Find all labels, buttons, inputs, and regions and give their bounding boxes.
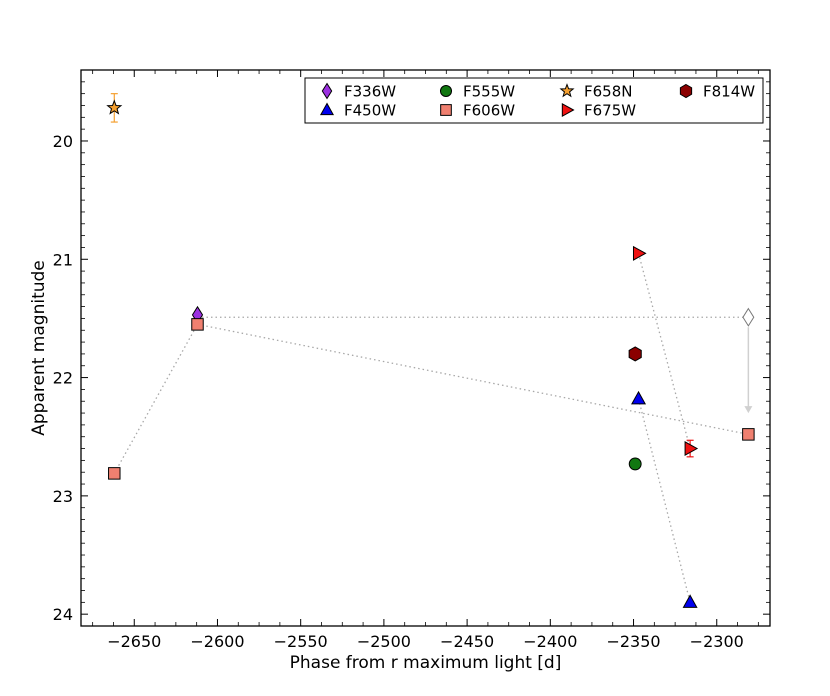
x-tick-label: −2500 [357, 632, 411, 651]
point-f814w-0 [628, 346, 642, 362]
upper-limit-marker-f336w [742, 307, 755, 327]
point-f555w-0 [628, 457, 642, 471]
point-f450w-0 [631, 390, 647, 405]
legend-marker-f814w [679, 83, 693, 99]
legend-label-f336w: F336W [344, 83, 396, 101]
point-f606w-1 [191, 318, 204, 331]
connector-line-0 [113, 324, 199, 474]
axis-ticks: −2650 −2600 −2550 −2500 −2450 −2400 −2350 −2300… [53, 70, 770, 651]
plot-area [81, 70, 770, 626]
y-tick-label: 20 [53, 132, 73, 151]
legend-marker-f336w [321, 82, 333, 100]
point-f606w-2 [742, 428, 755, 441]
legend: F336W F555W F658N F814W F450W F606W F675W [304, 77, 764, 124]
connector-line-4 [637, 398, 691, 603]
legend-marker-f606w [440, 104, 452, 116]
legend-marker-f450w [319, 102, 335, 116]
y-tick-label: 23 [53, 487, 73, 506]
x-tick-label: −2300 [690, 632, 744, 651]
legend-marker-f675w [561, 102, 575, 118]
legend-label-f814w: F814W [703, 83, 755, 101]
y-tick-label: 21 [53, 250, 73, 269]
connector-lines [113, 253, 749, 603]
data-points [106, 93, 755, 608]
x-tick-label: −2600 [190, 632, 244, 651]
legend-label-f675w: F675W [584, 102, 636, 120]
legend-label-f658n: F658N [584, 83, 632, 101]
x-tick-label: −2650 [107, 632, 161, 651]
x-tick-label: −2400 [523, 632, 577, 651]
connector-line-2 [197, 323, 749, 435]
limit-arrow-head-0 [744, 406, 753, 414]
legend-label-f555w: F555W [463, 83, 515, 101]
plot-frame [80, 69, 771, 627]
y-tick-label: 22 [53, 369, 73, 388]
legend-marker-f555w [439, 84, 453, 98]
legend-marker-f658n [559, 83, 575, 98]
point-f658n-0 [106, 99, 123, 115]
point-f606w-0 [108, 467, 121, 480]
upper-limits [742, 307, 755, 414]
y-axis-label: Apparent magnitude [29, 260, 49, 436]
point-f450w-1 [682, 594, 698, 608]
x-axis-label: Phase from r maximum light [d] [290, 653, 562, 673]
x-tick-label: −2350 [606, 632, 660, 651]
x-tick-label: −2450 [440, 632, 494, 651]
y-tick-label: 24 [53, 605, 73, 624]
legend-label-f450w: F450W [344, 102, 396, 120]
x-tick-label: −2550 [274, 632, 328, 651]
legend-label-f606w: F606W [463, 102, 515, 120]
point-f675w-0 [632, 245, 647, 261]
point-f675w-1 [684, 441, 699, 457]
